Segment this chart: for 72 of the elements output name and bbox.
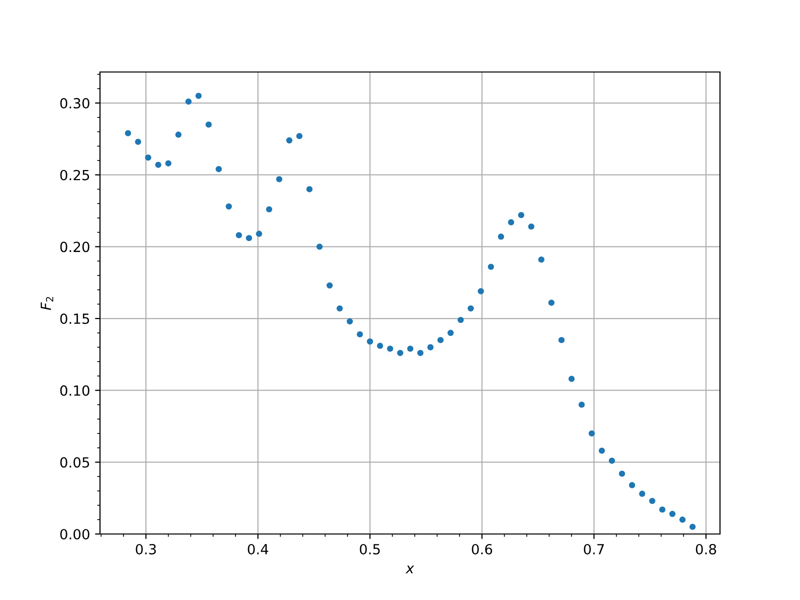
point <box>538 256 544 263</box>
point <box>548 300 555 306</box>
point <box>206 121 212 128</box>
point <box>558 336 565 344</box>
point <box>366 338 374 345</box>
y-tick-label: 0.00 <box>60 528 90 540</box>
point <box>468 305 474 312</box>
x-tick-label: 0.4 <box>248 544 268 554</box>
point <box>568 376 575 382</box>
x-axis-title: x <box>406 566 414 574</box>
point <box>216 166 222 172</box>
y-axis-title: F$_{2}$ <box>40 297 54 310</box>
point <box>488 264 494 270</box>
point <box>407 346 414 352</box>
point <box>649 498 656 504</box>
point <box>165 160 172 166</box>
x-tick-label: 0.7 <box>584 544 604 554</box>
x-tick-label: 0.8 <box>696 544 716 554</box>
point <box>458 316 464 324</box>
point <box>397 350 404 356</box>
point <box>528 223 534 230</box>
point <box>266 206 272 212</box>
point <box>256 230 262 237</box>
point <box>659 506 666 513</box>
point <box>588 430 595 437</box>
y-tick-label: 0.15 <box>60 313 90 324</box>
point <box>236 232 242 238</box>
x-tick-label: 0.5 <box>360 544 380 554</box>
point <box>226 203 232 210</box>
point <box>669 510 676 517</box>
point <box>598 448 605 454</box>
point <box>356 331 363 338</box>
point <box>175 132 182 138</box>
point <box>296 132 302 140</box>
point <box>689 524 696 530</box>
y-tick-label: 0.25 <box>60 170 90 180</box>
point <box>427 344 434 350</box>
point <box>578 402 585 408</box>
point <box>145 154 152 161</box>
y-tick-label: 0.05 <box>60 457 90 468</box>
point <box>336 305 343 312</box>
point <box>498 234 504 240</box>
point <box>286 137 292 144</box>
point <box>437 336 444 344</box>
point <box>124 130 132 136</box>
point <box>376 342 384 349</box>
y-tick-label: 0.10 <box>60 385 90 396</box>
point <box>518 212 524 218</box>
point <box>387 346 394 352</box>
point <box>618 470 626 477</box>
x-tick-label: 0.3 <box>136 544 156 554</box>
point <box>134 138 142 145</box>
point <box>316 244 323 250</box>
point <box>276 176 282 182</box>
point <box>195 92 202 99</box>
y-tick-label: 0.20 <box>60 242 90 252</box>
point <box>417 350 424 356</box>
point <box>155 162 162 168</box>
y-tick-label: 0.30 <box>60 98 90 109</box>
point <box>608 458 616 464</box>
point <box>326 282 333 289</box>
point <box>628 482 636 488</box>
x-tick-label: 0.6 <box>472 544 492 554</box>
point <box>346 318 353 324</box>
point <box>185 98 192 105</box>
point <box>478 288 484 294</box>
point <box>679 516 686 523</box>
point <box>306 186 313 192</box>
point <box>508 219 514 226</box>
point <box>448 330 454 336</box>
point <box>639 490 646 497</box>
point <box>246 234 252 242</box>
